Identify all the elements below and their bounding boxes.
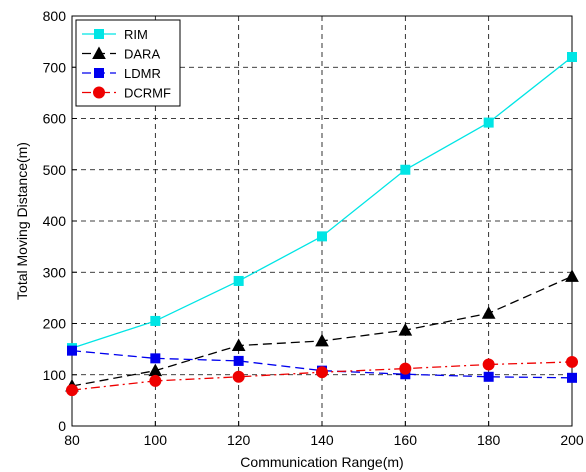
legend-marker [93,86,105,99]
data-point-dara [565,269,579,282]
legend-marker [94,29,104,39]
series-dcrmf [66,355,578,397]
data-point-ldmr [483,371,494,382]
y-tick-label: 600 [43,111,67,127]
x-tick-label: 100 [144,432,168,448]
y-tick-label: 700 [43,59,67,75]
legend-entry-dara: DARA [82,46,160,62]
data-point-ldmr [150,353,161,364]
legend-entry-rim: RIM [82,27,148,42]
data-point-rim [400,164,411,175]
y-tick-label: 300 [43,264,67,280]
x-tick-label: 160 [394,432,418,448]
data-point-dara [231,338,246,352]
data-point-dcrmf [316,366,328,379]
series-group [65,52,579,397]
data-point-dcrmf [566,355,578,368]
data-point-ldmr [67,345,77,356]
data-point-dara [315,333,329,347]
legend-marker [94,68,104,78]
data-point-dcrmf [482,358,495,371]
legend-label: RIM [124,27,148,42]
legend-marker [92,46,106,59]
legend-label: DCRMF [124,86,171,101]
axis-ticks: 80 100 120 140 160 180 200 0 100 200 300 400 500 600 7… [43,8,584,448]
data-point-dcrmf [149,374,162,387]
data-point-rim [483,117,494,128]
y-tick-label: 100 [43,367,67,383]
y-tick-label: 200 [43,316,67,332]
series-rim [67,52,577,354]
y-tick-label: 400 [43,213,67,229]
x-tick-label: 140 [310,432,334,448]
y-axis-label: Total Moving Distance(m) [14,142,30,300]
y-tick-label: 0 [58,418,66,434]
series-dara [65,269,579,392]
data-point-rim [567,52,577,62]
x-axis-label: Communication Range(m) [240,454,403,470]
data-point-rim [317,231,327,242]
legend-label: LDMR [124,66,161,81]
legend-label: DARA [124,47,160,62]
y-tick-label: 500 [43,162,67,178]
data-point-ldmr [233,355,244,366]
legend: RIM DARA LDMR DCRMF [75,19,181,107]
data-point-dara [481,306,496,319]
y-tick-label: 800 [43,8,67,24]
data-point-ldmr [567,372,577,383]
legend-entry-dcrmf: DCRMF [82,86,171,101]
legend-entry-ldmr: LDMR [82,66,161,81]
data-point-dcrmf [399,362,412,375]
data-point-dcrmf [232,370,245,383]
data-point-dcrmf [66,384,78,397]
x-tick-label: 120 [227,432,251,448]
data-point-rim [233,275,244,286]
data-point-rim [150,315,161,326]
x-tick-label: 180 [477,432,501,448]
x-tick-label: 200 [560,432,584,448]
x-tick-label: 80 [64,432,80,448]
data-point-dara [398,323,413,336]
